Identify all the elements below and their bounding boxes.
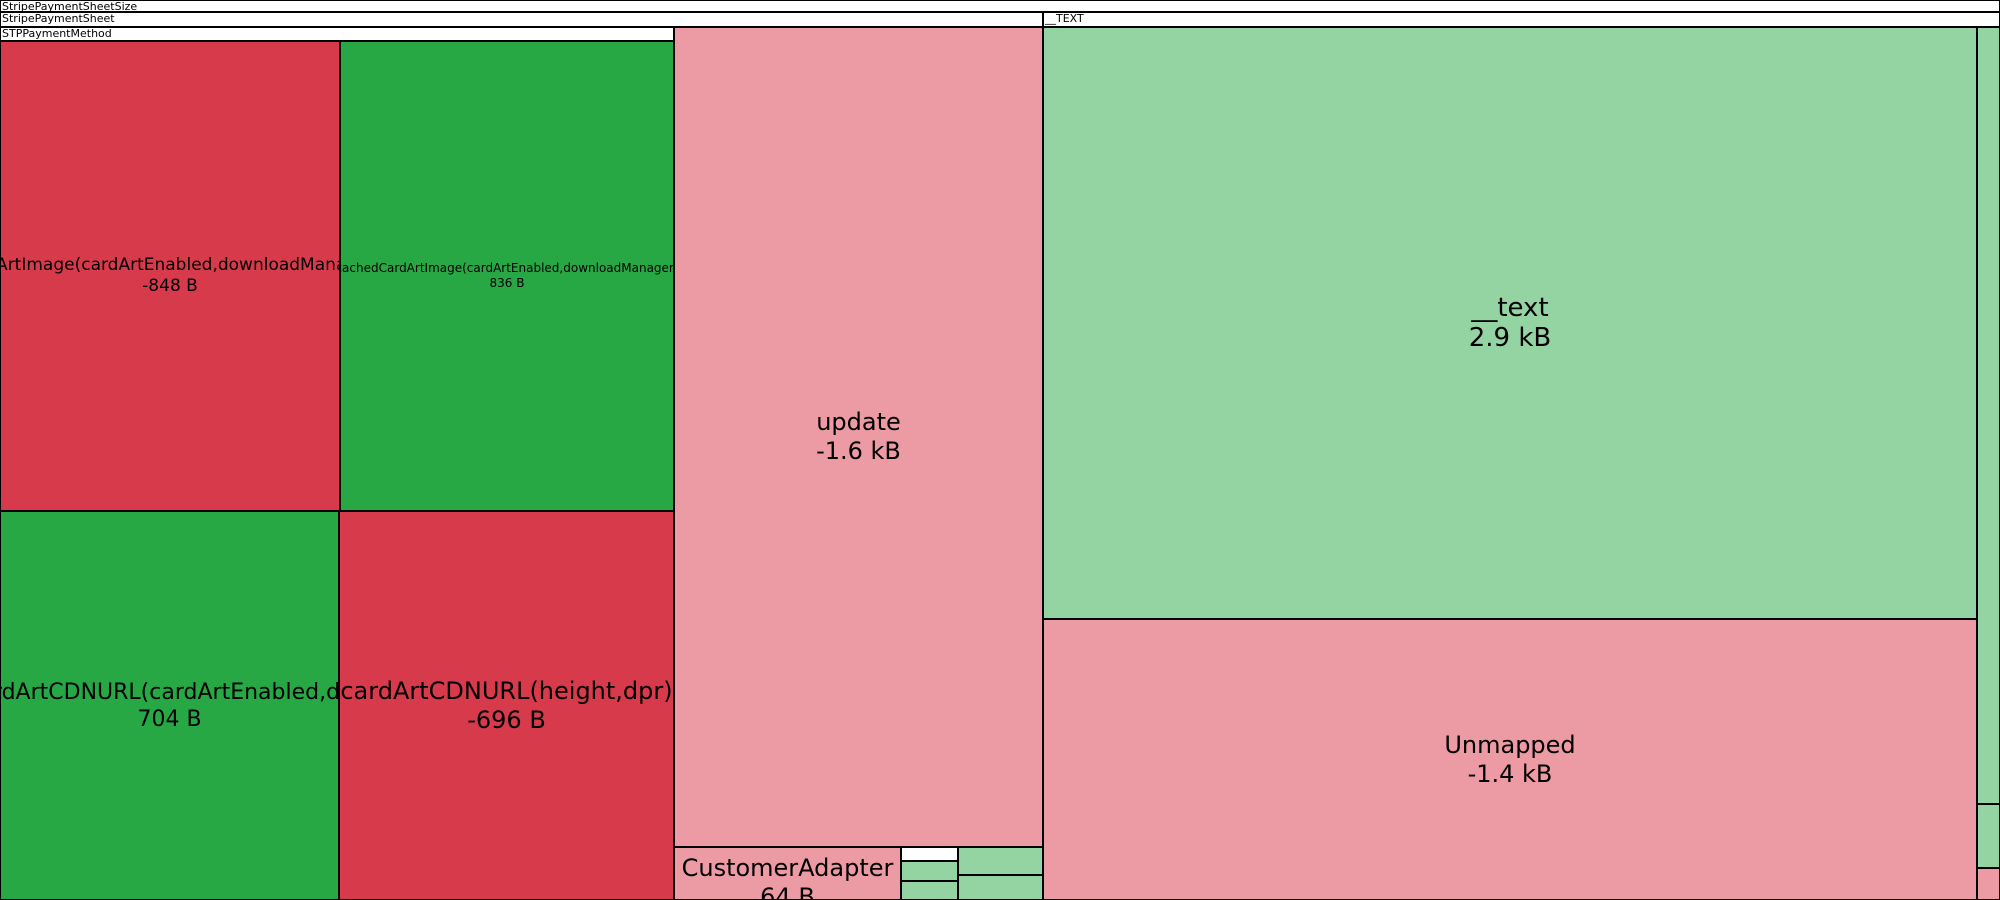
cell-label: __text [1471,293,1549,323]
treemap-cell-cachedcardartimage[interactable]: cachedCardArtImage(cardArtEnabled,downlo… [340,41,674,511]
treemap-cell-small[interactable] [958,847,1043,875]
cell-value: -848 B [142,276,198,296]
cell-label: CustomerAdapter [681,854,894,882]
cell-value: 64 B [760,883,815,900]
cell-value: 704 B [137,706,202,732]
treemap-cell-small[interactable] [901,881,958,900]
group-header-stripe-payment-sheet[interactable]: StripePaymentSheet [0,12,1043,27]
cell-value: -1.6 kB [816,437,901,465]
cell-label: Unmapped [1444,730,1576,759]
treemap-cell-small[interactable] [958,875,1043,900]
cell-value: -696 B [467,705,546,734]
treemap-cell-cardartcdnurl-enabled[interactable]: cardArtCDNURL(cardArtEnabled,dpr) 704 B [0,511,339,900]
cell-label: cachedCardArtImage(cardArtEnabled,downlo… [340,261,674,275]
treemap-cell-cardartimage[interactable]: cardArtImage(cardArtEnabled,downloadMana… [0,41,340,511]
treemap-cell-small[interactable] [1977,804,2000,868]
cell-label: cardArtCDNURL(height,dpr) [340,676,673,705]
treemap-cell-customeradapter[interactable]: CustomerAdapter 64 B [674,847,901,900]
treemap-cell-small[interactable] [1977,868,2000,900]
treemap-root-header[interactable]: StripePaymentSheetSize [0,0,2000,12]
treemap-cell-cardartcdnurl-height[interactable]: cardArtCDNURL(height,dpr) -696 B [339,511,674,900]
treemap-cell-unmapped[interactable]: Unmapped -1.4 kB [1043,619,1977,900]
cell-value: 2.9 kB [1468,323,1552,353]
cell-value: 836 B [489,276,525,290]
treemap-cell-small[interactable] [1977,27,2000,804]
cell-value: -1.4 kB [1467,759,1553,788]
treemap-cell-small[interactable] [901,861,958,881]
group-header-text-segment[interactable]: __TEXT [1043,12,2000,27]
treemap-cell-update[interactable]: update -1.6 kB [674,27,1043,847]
treemap-cell-small[interactable] [901,847,958,861]
treemap-cell-text[interactable]: __text 2.9 kB [1043,27,1977,619]
cell-label: update [816,408,901,436]
cell-label: cardArtImage(cardArtEnabled,downloadMana… [1,255,339,275]
cell-label: cardArtCDNURL(cardArtEnabled,dpr) [1,679,339,705]
group-header-stp-payment-method[interactable]: STPPaymentMethod [0,27,674,41]
